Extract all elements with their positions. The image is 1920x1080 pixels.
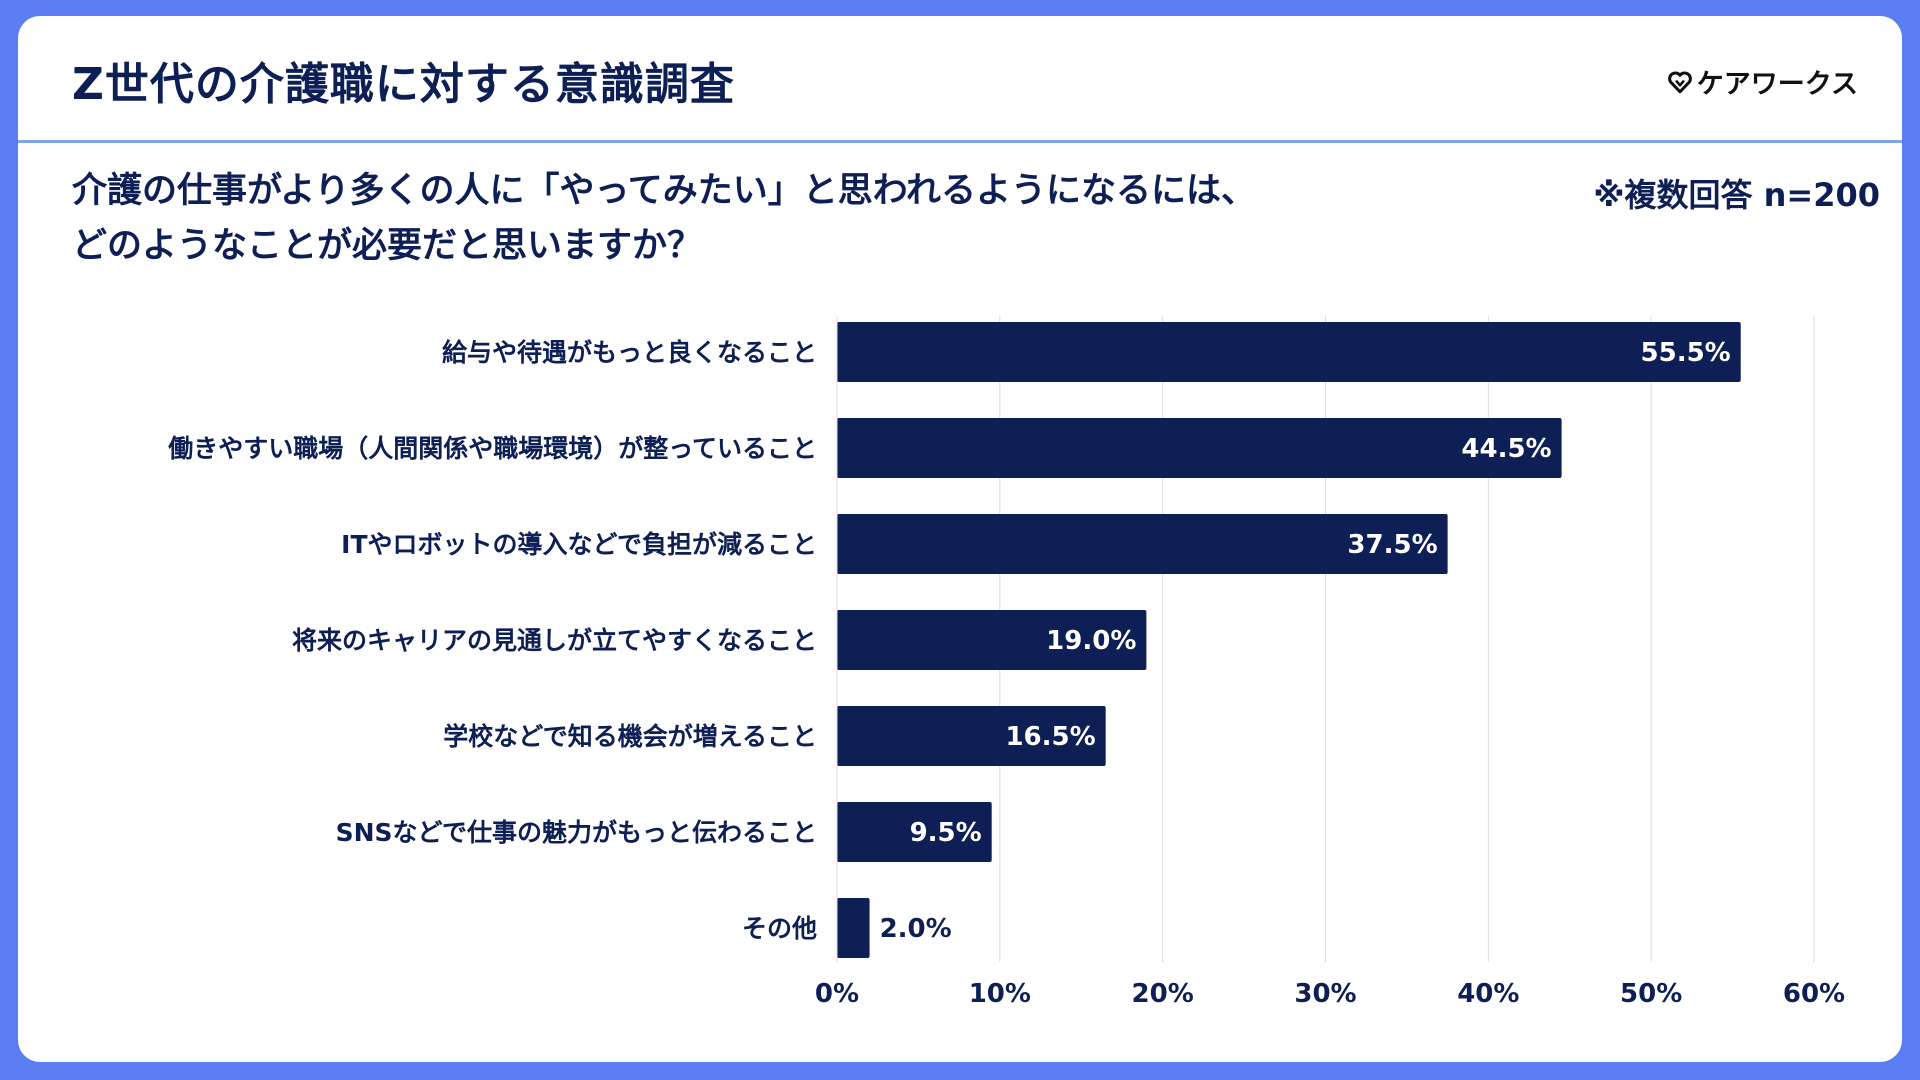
data-label: 9.5% <box>910 818 982 848</box>
category-label: 学校などで知る機会が増えること <box>443 722 817 751</box>
data-label: 44.5% <box>1461 434 1551 464</box>
bar <box>837 802 992 862</box>
page-title: Z世代の介護職に対する意識調査 <box>72 59 735 110</box>
bar <box>837 322 1741 382</box>
bar-chart: 0% 10% 20% 30% 40% 50% 60% 給与や待遇がもっと良くなること 55.5%… <box>167 316 1845 1009</box>
data-label: 2.0% <box>880 914 952 944</box>
x-tick-label: 40% <box>1457 979 1519 1009</box>
bar <box>837 514 1448 574</box>
x-tick-label: 50% <box>1620 979 1682 1009</box>
bar <box>837 610 1147 670</box>
data-label: 16.5% <box>1005 722 1095 752</box>
bar <box>837 706 1106 766</box>
card: Z世代の介護職に対する意識調査 ケアワークス 介護の仕事がより多くの人に「やって… <box>18 16 1902 1062</box>
category-label: 働きやすい職場（人間関係や職場環境）が整っていること <box>167 434 817 463</box>
data-label: 19.0% <box>1046 626 1136 656</box>
logo-text: ケアワークス <box>1696 69 1858 100</box>
x-tick-label: 10% <box>969 979 1031 1009</box>
heart-icon <box>1667 70 1692 93</box>
bar <box>837 898 870 958</box>
x-tick-label: 20% <box>1132 979 1194 1009</box>
x-tick-label: 30% <box>1294 979 1356 1009</box>
bar <box>837 418 1562 478</box>
x-tick-label: 0% <box>815 979 859 1009</box>
data-label: 37.5% <box>1347 530 1437 560</box>
category-label: SNSなどで仕事の魅力がもっと伝わること <box>336 818 817 847</box>
brand-logo: ケアワークス <box>1667 62 1858 101</box>
category-label: ITやロボットの導入などで負担が減ること <box>341 530 817 559</box>
sample-note: ※複数回答 n=200 <box>1593 176 1880 214</box>
category-label: その他 <box>742 914 817 943</box>
category-label: 給与や待遇がもっと良くなること <box>442 338 817 367</box>
header: Z世代の介護職に対する意識調査 ケアワークス <box>18 16 1902 143</box>
x-tick-label: 60% <box>1783 979 1845 1009</box>
category-label: 将来のキャリアの見通しが立てやすくなること <box>292 626 817 655</box>
question-line-1: 介護の仕事がより多くの人に「やってみたい」と思われるようになるには、 <box>72 171 1257 211</box>
question-line-2: どのようなことが必要だと思いますか？ <box>72 226 703 266</box>
data-label: 55.5% <box>1641 338 1731 368</box>
question-text: 介護の仕事がより多くの人に「やってみたい」と思われるようになるには、 どのような… <box>72 164 1412 274</box>
